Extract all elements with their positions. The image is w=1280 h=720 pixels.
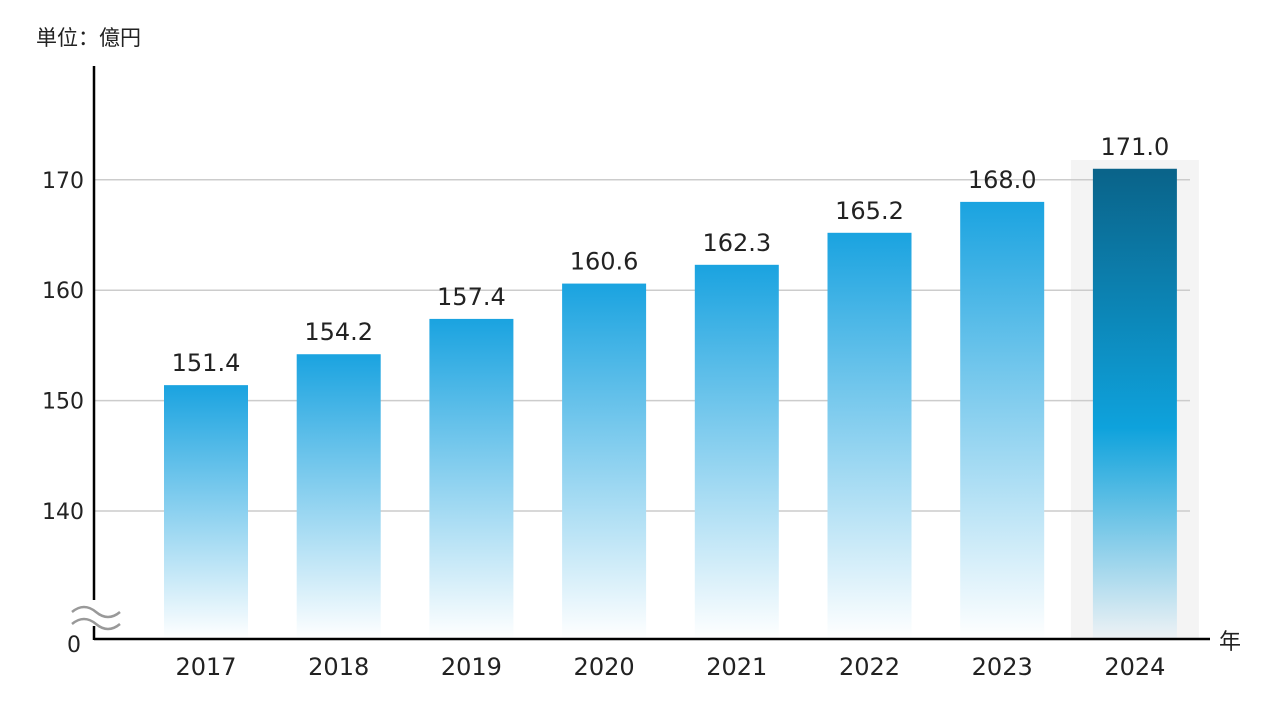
bar-value-label: 151.4	[172, 349, 241, 377]
y-tick-label: 160	[42, 279, 84, 304]
axis-break-line	[71, 605, 121, 619]
bar	[164, 385, 248, 639]
bar	[960, 201, 1045, 639]
y-tick-label: 140	[42, 500, 84, 525]
unit-label: 単位：億円	[36, 26, 141, 50]
y-zero-label: 0	[67, 633, 81, 658]
bar-value-label: 157.4	[437, 283, 506, 311]
bar	[1092, 168, 1177, 639]
y-tick-label: 170	[42, 169, 84, 194]
x-tick-label: 2024	[1104, 653, 1165, 681]
x-tick-label: 2022	[839, 653, 900, 681]
x-tick-label: 2021	[706, 653, 767, 681]
y-tick-label: 150	[42, 390, 84, 415]
bar	[296, 354, 381, 639]
x-tick-label: 2023	[972, 653, 1033, 681]
x-tick-label: 2017	[175, 653, 236, 681]
x-tick-label: 2019	[441, 653, 502, 681]
bar	[562, 283, 647, 639]
bar-value-label: 160.6	[570, 248, 639, 276]
x-tick-label: 2020	[574, 653, 635, 681]
bar	[429, 318, 514, 639]
bar-value-label: 171.0	[1101, 133, 1170, 161]
bar	[694, 264, 779, 639]
x-axis-label: 年	[1219, 630, 1241, 655]
bar-value-label: 162.3	[702, 229, 771, 257]
bar-value-label: 168.0	[968, 166, 1037, 194]
bar	[827, 232, 912, 640]
bar-value-label: 165.2	[835, 197, 904, 225]
bar-value-label: 154.2	[304, 318, 373, 346]
x-tick-label: 2018	[308, 653, 369, 681]
axis-break-line	[71, 617, 121, 631]
